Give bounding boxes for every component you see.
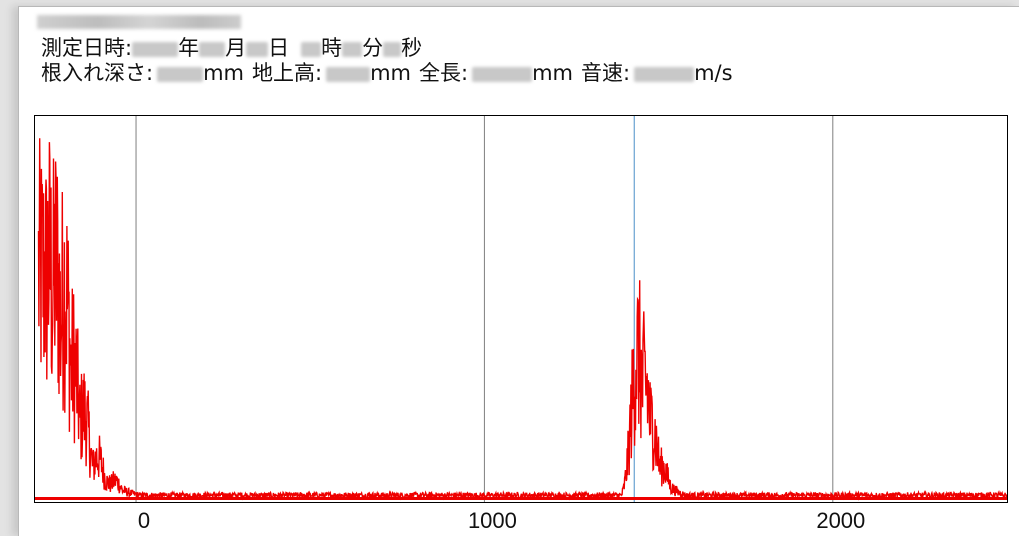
x-tick-label-2000: 2000 bbox=[816, 508, 865, 533]
waveform-plot bbox=[34, 115, 1008, 503]
redacted-day bbox=[246, 41, 269, 57]
x-tick-label-1000: 1000 bbox=[468, 508, 517, 533]
waveform-baseline-0 bbox=[35, 497, 1007, 500]
measurement-datetime-line: 測定日時: 年 月日 時分秒 bbox=[41, 35, 422, 61]
redacted-title bbox=[37, 15, 241, 29]
redacted-year bbox=[132, 41, 179, 57]
redacted-hour bbox=[301, 41, 322, 57]
grid-layer bbox=[135, 116, 834, 502]
datetime-label: 測定日時: bbox=[41, 36, 133, 60]
redacted-minute bbox=[342, 41, 363, 57]
sound-speed-unit: m/s bbox=[694, 61, 733, 85]
hour-unit: 時 bbox=[321, 36, 343, 60]
x-tick-label-0: 0 bbox=[138, 508, 150, 533]
series-layer bbox=[35, 138, 1007, 501]
tick-layer: 0 1000 2000 bbox=[138, 508, 865, 533]
embed-depth-label: 根入れ深さ: bbox=[41, 61, 154, 85]
redacted-total-length bbox=[472, 66, 533, 82]
second-unit: 秒 bbox=[401, 36, 423, 60]
total-length-unit: mm bbox=[532, 61, 573, 85]
year-unit: 年 bbox=[178, 36, 200, 60]
redacted-embed-depth bbox=[157, 66, 204, 82]
redacted-sound-speed bbox=[634, 66, 695, 82]
redacted-month bbox=[199, 41, 226, 57]
above-ground-unit: mm bbox=[370, 61, 411, 85]
redacted-above-ground bbox=[326, 66, 371, 82]
waveform-series-0 bbox=[37, 138, 1007, 501]
parameters-line: 根入れ深さ: mm 地上高: mm 全長: mm 音速: m/s bbox=[41, 60, 733, 86]
minute-unit: 分 bbox=[362, 36, 384, 60]
above-ground-label: 地上高: bbox=[252, 61, 323, 85]
sound-speed-label: 音速: bbox=[581, 61, 631, 85]
day-unit: 日 bbox=[268, 36, 290, 60]
x-axis: 0 1000 2000 bbox=[138, 508, 865, 533]
month-unit: 月 bbox=[225, 36, 247, 60]
redacted-second bbox=[383, 41, 402, 57]
embed-depth-unit: mm bbox=[203, 61, 244, 85]
waveform-svg bbox=[35, 116, 1007, 502]
waveform-window: 測定日時: 年 月日 時分秒 根入れ深さ: mm 地上高: mm 全長: mm 音速: m/s 0 1… bbox=[18, 6, 1019, 536]
total-length-label: 全長: bbox=[419, 61, 469, 85]
